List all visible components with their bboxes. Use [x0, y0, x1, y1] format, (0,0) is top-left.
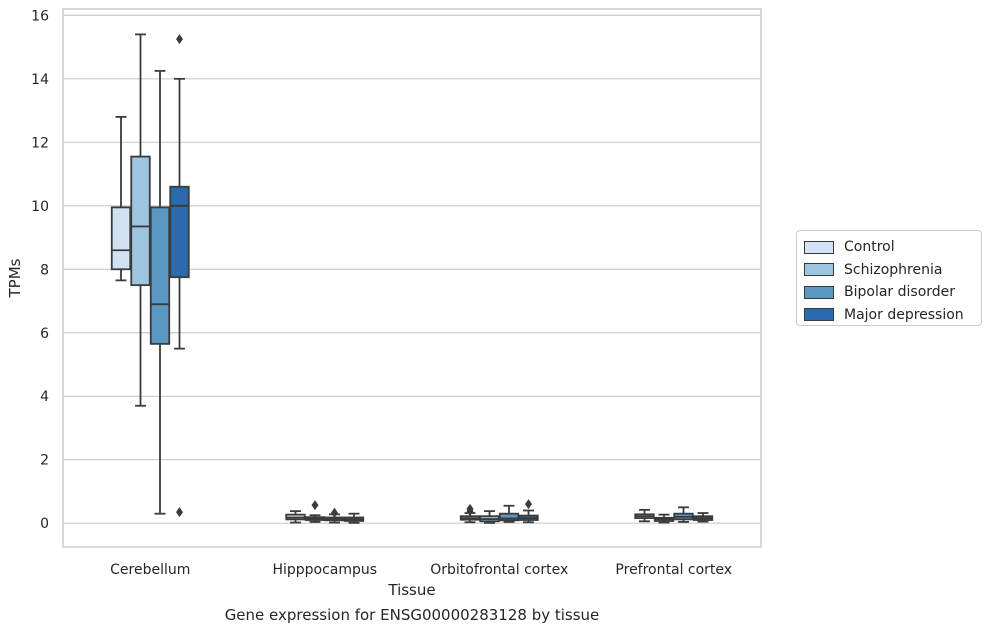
legend-swatch — [804, 285, 834, 299]
box-iqr — [498, 512, 520, 522]
legend-label: Control — [844, 239, 895, 256]
box-0-1 — [130, 33, 151, 407]
y-tick-label: 10 — [31, 199, 49, 215]
x-tick-label: Orbitofrontal cortex — [430, 562, 568, 578]
box-2-1 — [479, 510, 500, 524]
box-2-3 — [518, 499, 539, 524]
legend-label: Major depression — [844, 306, 964, 323]
legend-item: Bipolar disorder — [804, 281, 981, 304]
x-tick-labels: Cerebellum Hipppocampus Orbitofrontal cort… — [110, 562, 732, 578]
box-1-1 — [304, 500, 326, 523]
x-tick-label: Cerebellum — [110, 562, 190, 578]
box-0-3 — [169, 34, 190, 518]
box-1-0 — [285, 510, 306, 524]
y-tick-label: 14 — [31, 72, 49, 88]
legend: Control Schizophrenia Bipolar disorder Majo… — [796, 230, 982, 326]
box-2-0 — [459, 503, 481, 524]
outlier-point — [176, 507, 183, 518]
box-iqr — [110, 206, 132, 271]
legend-swatch — [804, 263, 834, 277]
plot-area-frame — [62, 8, 762, 548]
outlier-point — [311, 500, 319, 511]
box-iqr — [130, 155, 151, 287]
box-iqr — [149, 206, 171, 345]
legend-item: Major depression — [804, 304, 981, 327]
box-1-2 — [324, 507, 345, 524]
outlier-point — [466, 503, 474, 514]
x-tick-label: Hipppocampus — [272, 562, 377, 578]
box-3-0 — [634, 508, 655, 523]
x-axis-label: Tissue — [387, 581, 435, 599]
y-tick-label: 16 — [31, 8, 49, 24]
box-0-2 — [149, 69, 171, 515]
legend-label: Schizophrenia — [844, 261, 943, 278]
box-2-2 — [498, 504, 520, 523]
y-tick-label: 4 — [40, 389, 49, 405]
y-tick-label: 8 — [40, 262, 49, 278]
box-iqr — [169, 185, 190, 279]
outlier-point — [525, 499, 532, 510]
legend-swatch — [804, 240, 834, 254]
y-tick-labels: 0 2 4 6 8 10 12 14 16 — [31, 8, 49, 532]
legend-item: Control — [804, 236, 981, 259]
box-3-3 — [692, 512, 714, 523]
legend-label: Bipolar disorder — [844, 284, 956, 301]
y-axis-label: TPMs — [6, 258, 24, 298]
x-tick-label: Prefrontal cortex — [615, 562, 732, 578]
outlier-point — [331, 507, 338, 518]
box-3-2 — [673, 506, 694, 523]
box-0-0 — [110, 116, 132, 282]
outlier-point — [176, 34, 183, 45]
legend-item: Schizophrenia — [804, 259, 981, 282]
y-tick-label: 6 — [40, 326, 49, 342]
y-tick-label: 12 — [31, 135, 49, 151]
figure-caption: Gene expression for ENSG00000283128 by t… — [224, 606, 600, 624]
box-3-1 — [653, 513, 675, 524]
y-tick-label: 2 — [40, 453, 49, 469]
box-1-3 — [343, 512, 365, 524]
box-plot-boxes — [110, 33, 714, 524]
legend-swatch — [804, 308, 834, 322]
y-tick-label: 0 — [40, 516, 49, 532]
